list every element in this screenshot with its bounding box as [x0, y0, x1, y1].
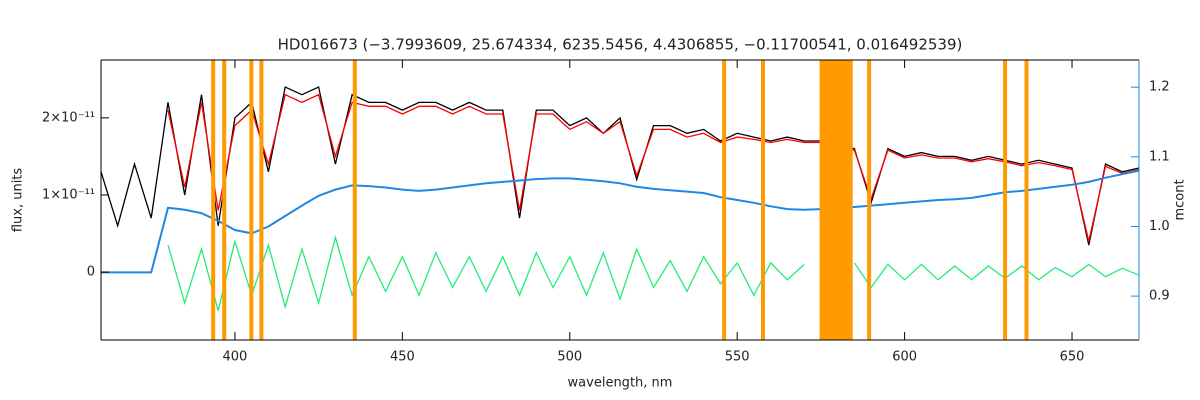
series-line	[167, 93, 1140, 242]
series-line	[101, 169, 1140, 274]
chart-title: HD016673 (−3.7993609, 25.674334, 6235.54…	[278, 36, 963, 54]
y-tick-label: 2×10⁻¹¹	[42, 110, 95, 125]
y2-tick-label: 1.1	[1149, 149, 1170, 164]
mask-band	[249, 60, 254, 340]
y-tick-label: 0	[87, 265, 95, 280]
mask-band	[352, 60, 357, 340]
series-line	[167, 234, 1140, 311]
mask-band	[722, 60, 727, 340]
y2-tick-label: 1.0	[1149, 219, 1170, 234]
y2-axis-label: mcont	[1173, 179, 1188, 220]
y-axis-label: flux, units	[11, 168, 26, 233]
x-tick-label: 400	[223, 350, 248, 365]
mask-band	[760, 60, 765, 340]
mask-band	[1024, 60, 1029, 340]
mask-band	[867, 60, 872, 340]
mask-band	[211, 60, 216, 340]
x-axis-label: wavelength, nm	[568, 376, 673, 391]
mask-band	[1003, 60, 1008, 340]
x-tick-label: 450	[390, 350, 415, 365]
y-tick-label: 1×10⁻¹¹	[42, 187, 95, 202]
mask-band	[259, 60, 264, 340]
x-tick-label: 600	[892, 350, 917, 365]
x-tick-label: 500	[557, 350, 582, 365]
y2-tick-label: 0.9	[1149, 289, 1170, 304]
x-tick-label: 650	[1060, 350, 1085, 365]
x-tick-label: 550	[725, 350, 750, 365]
y2-tick-label: 1.2	[1149, 80, 1170, 95]
plot-area	[101, 60, 1139, 340]
mask-band	[222, 60, 227, 340]
mask-band	[819, 60, 853, 340]
